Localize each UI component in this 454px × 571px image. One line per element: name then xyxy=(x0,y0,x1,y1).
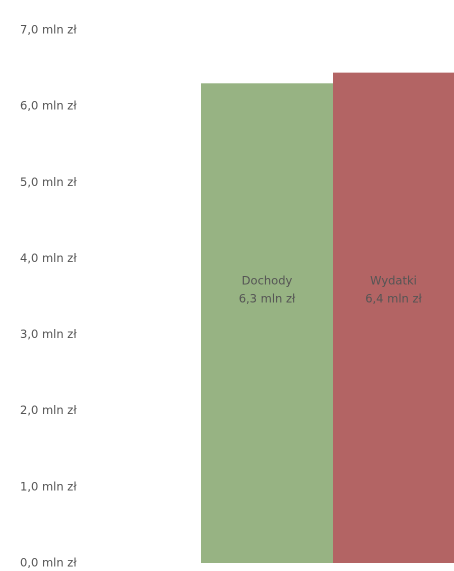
y-tick-label: 3,0 mln zł xyxy=(20,327,77,341)
y-tick-label: 4,0 mln zł xyxy=(20,251,77,265)
y-tick-label: 5,0 mln zł xyxy=(20,175,77,189)
bar-category-label: Dochody xyxy=(242,274,293,288)
y-tick-label: 2,0 mln zł xyxy=(20,403,77,417)
bar-value-label: 6,4 mln zł xyxy=(365,292,422,306)
y-tick-label: 1,0 mln zł xyxy=(20,479,77,493)
y-tick-label: 6,0 mln zł xyxy=(20,99,77,113)
bar xyxy=(201,83,333,564)
bar-value-label: 6,3 mln zł xyxy=(239,292,296,306)
bar xyxy=(333,72,454,563)
y-tick-label: 7,0 mln zł xyxy=(20,23,77,37)
y-tick-label: 0,0 mln zł xyxy=(20,556,77,570)
bar-category-label: Wydatki xyxy=(370,274,417,288)
